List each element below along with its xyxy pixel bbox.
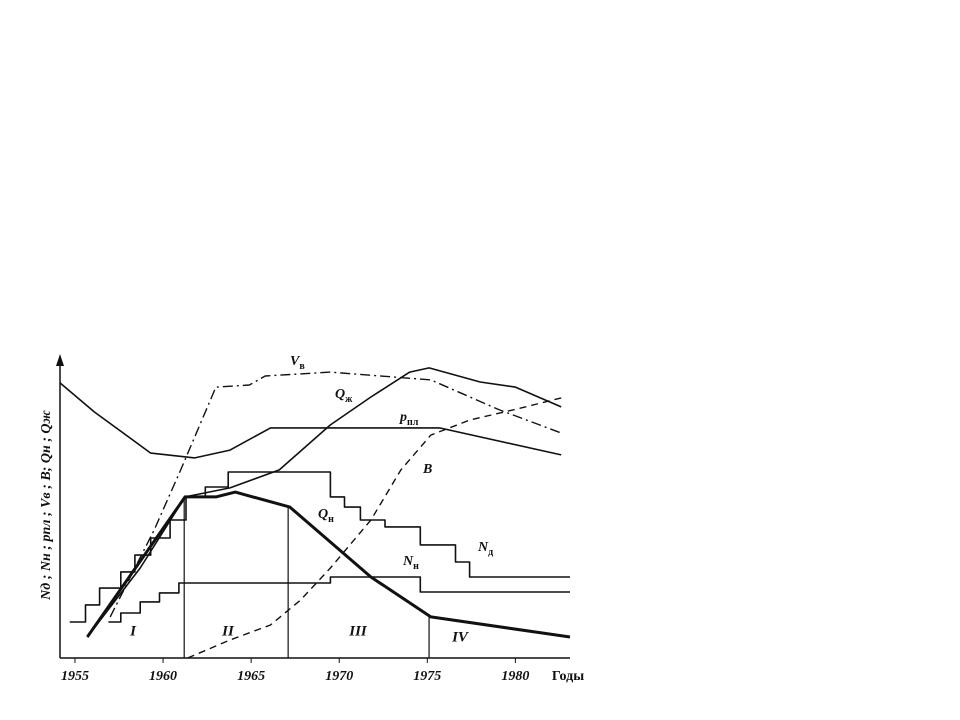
series-label: pпл (399, 410, 419, 428)
x-tick-label: 1960 (149, 669, 177, 684)
series-label: Qн (318, 507, 334, 525)
series-line (86, 367, 562, 638)
y-axis-arrow (56, 354, 64, 366)
x-tick-label: 1975 (413, 669, 441, 684)
stage-label: II (221, 623, 235, 639)
stage-label: I (129, 623, 137, 639)
x-axis-label: Годы (552, 669, 584, 684)
x-tick-label: 1955 (61, 669, 89, 684)
series-label: Vв (290, 354, 305, 372)
series-label: Qж (335, 387, 353, 405)
series-line (59, 382, 562, 459)
x-tick-label: 1965 (237, 669, 265, 684)
series-line (187, 397, 562, 659)
stage-label: IV (451, 629, 470, 645)
series-line (69, 471, 570, 623)
series-line (109, 371, 562, 618)
stage-label: III (348, 623, 368, 639)
series-label: Nд (477, 540, 493, 558)
series-label: Nн (402, 554, 419, 572)
y-axis-label: Nд ; Nн ; pпл ; Vв ; B; Qн ; Qж (39, 410, 54, 601)
series-line (108, 576, 570, 623)
x-tick-label: 1980 (501, 669, 529, 684)
series-label: B (422, 462, 432, 477)
x-tick-label: 1970 (325, 669, 353, 684)
